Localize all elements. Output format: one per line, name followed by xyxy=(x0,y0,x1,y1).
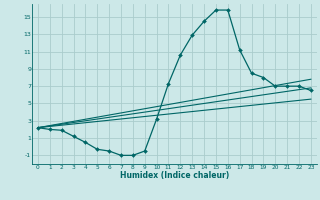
X-axis label: Humidex (Indice chaleur): Humidex (Indice chaleur) xyxy=(120,171,229,180)
